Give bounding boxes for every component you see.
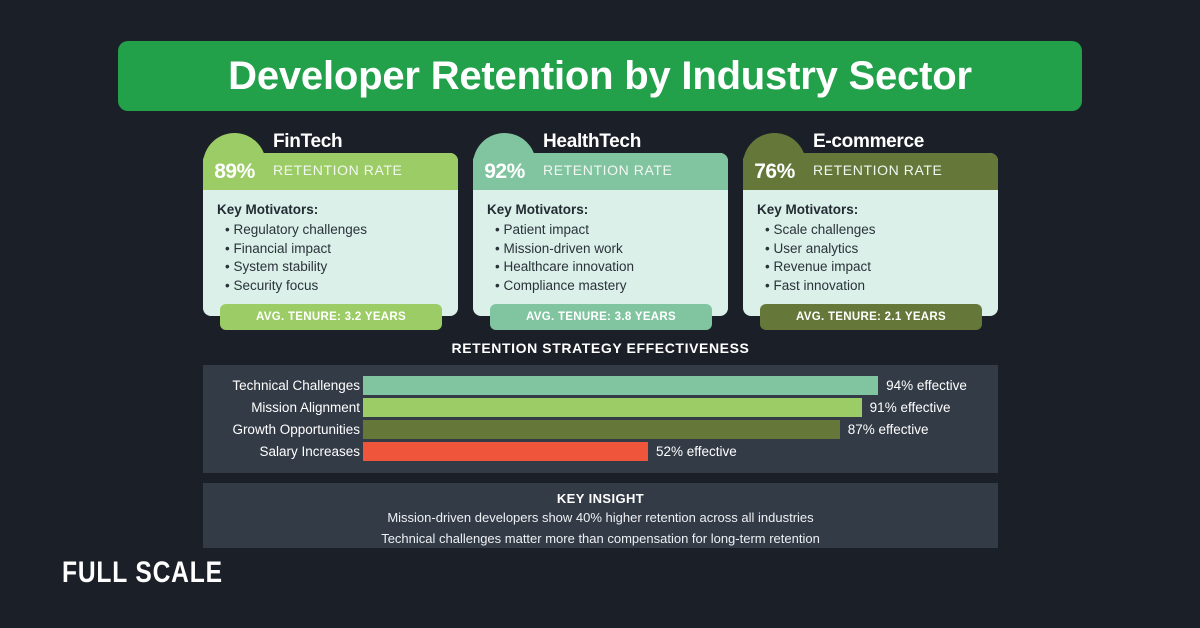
motivator-item: • Revenue impact xyxy=(757,258,984,277)
motivator-item: • Patient impact xyxy=(487,221,714,240)
motivators-label: Key Motivators: xyxy=(757,202,984,217)
sector-card-header: 76%E-commerceRETENTION RATE xyxy=(743,153,998,190)
sector-card-header: 92%HealthTechRETENTION RATE xyxy=(473,153,728,190)
bar-value-label: 91% effective xyxy=(870,398,951,417)
retention-rate-badge: 92% xyxy=(473,133,536,190)
retention-rate-value: 89% xyxy=(214,160,255,184)
sector-name: E-commerce xyxy=(813,131,924,153)
motivators-label: Key Motivators: xyxy=(217,202,444,217)
key-insight-title: KEY INSIGHT xyxy=(203,491,998,506)
motivator-item: • System stability xyxy=(217,258,444,277)
bar-category-label: Salary Increases xyxy=(203,442,360,461)
avg-tenure-badge: AVG. TENURE: 3.2 YEARS xyxy=(220,304,442,330)
full-scale-logo: FULL SCALE xyxy=(62,556,223,590)
bar-value-label: 52% effective xyxy=(656,442,737,461)
retention-rate-label: RETENTION RATE xyxy=(543,162,672,178)
avg-tenure-badge: AVG. TENURE: 3.8 YEARS xyxy=(490,304,712,330)
retention-strategy-chart: Technical Challenges 94% effective Mission… xyxy=(203,365,998,473)
motivator-item: • Fast innovation xyxy=(757,277,984,296)
bar-value-label: 87% effective xyxy=(848,420,929,439)
sector-card: 92%HealthTechRETENTION RATEKey Motivator… xyxy=(473,153,728,316)
sector-card-body: Key Motivators: • Patient impact• Mission… xyxy=(473,190,728,295)
bar-row: Technical Challenges 94% effective xyxy=(203,376,998,395)
sector-card-body: Key Motivators: • Scale challenges• User … xyxy=(743,190,998,295)
bar-category-label: Technical Challenges xyxy=(203,376,360,395)
bar-track xyxy=(363,442,911,461)
motivator-item: • Regulatory challenges xyxy=(217,221,444,240)
sector-cards: 89%FinTechRETENTION RATEKey Motivators:•… xyxy=(203,133,998,328)
sector-name: FinTech xyxy=(273,131,342,153)
title-banner: Developer Retention by Industry Sector xyxy=(118,41,1082,111)
avg-tenure-text: AVG. TENURE: 3.8 YEARS xyxy=(526,311,676,323)
retention-rate-value: 92% xyxy=(484,160,525,184)
key-insight-line-1: Mission-driven developers show 40% highe… xyxy=(203,509,998,527)
sector-card: 76%E-commerceRETENTION RATEKey Motivator… xyxy=(743,153,998,316)
motivator-item: • User analytics xyxy=(757,240,984,259)
motivator-item: • Scale challenges xyxy=(757,221,984,240)
avg-tenure-badge: AVG. TENURE: 2.1 YEARS xyxy=(760,304,982,330)
sector-card-header: 89%FinTechRETENTION RATE xyxy=(203,153,458,190)
bar-category-label: Growth Opportunities xyxy=(203,420,360,439)
sector-name: HealthTech xyxy=(543,131,641,153)
bar-fill xyxy=(363,398,862,417)
bar-fill xyxy=(363,376,878,395)
page-title: Developer Retention by Industry Sector xyxy=(228,54,972,99)
bar-fill xyxy=(363,442,648,461)
motivator-item: • Compliance mastery xyxy=(487,277,714,296)
motivator-item: • Healthcare innovation xyxy=(487,258,714,277)
retention-rate-label: RETENTION RATE xyxy=(813,162,942,178)
bar-row: Growth Opportunities 87% effective xyxy=(203,420,998,439)
bar-fill xyxy=(363,420,840,439)
motivators-label: Key Motivators: xyxy=(487,202,714,217)
bar-category-label: Mission Alignment xyxy=(203,398,360,417)
avg-tenure-text: AVG. TENURE: 2.1 YEARS xyxy=(796,311,946,323)
bar-track xyxy=(363,376,911,395)
key-insight-line-2: Technical challenges matter more than co… xyxy=(203,530,998,548)
bar-row: Mission Alignment 91% effective xyxy=(203,398,998,417)
motivator-item: • Mission-driven work xyxy=(487,240,714,259)
bar-row: Salary Increases 52% effective xyxy=(203,442,998,461)
retention-rate-value: 76% xyxy=(754,160,795,184)
key-insight-panel: KEY INSIGHT Mission-driven developers sh… xyxy=(203,483,998,548)
bar-track xyxy=(363,420,911,439)
sector-card: 89%FinTechRETENTION RATE Key Motivators: •… xyxy=(203,153,458,316)
motivator-item: • Security focus xyxy=(217,277,444,296)
motivator-item: • Financial impact xyxy=(217,240,444,259)
bar-track xyxy=(363,398,911,417)
avg-tenure-text: AVG. TENURE: 3.2 YEARS xyxy=(256,311,406,323)
retention-rate-badge: 76% xyxy=(743,133,806,190)
chart-section-title: RETENTION STRATEGY EFFECTIVENESS xyxy=(203,340,998,356)
sector-card-body: Key Motivators:• Regulatory challenges• … xyxy=(203,190,458,295)
retention-rate-label: RETENTION RATE xyxy=(273,162,402,178)
bar-value-label: 94% effective xyxy=(886,376,967,395)
retention-rate-badge: 89% xyxy=(203,133,266,190)
